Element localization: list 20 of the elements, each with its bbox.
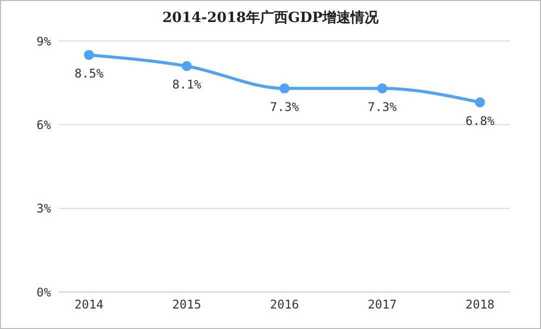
- point: [475, 97, 485, 108]
- data-label: 8.5%: [74, 66, 104, 80]
- y-tick-label: 9%: [36, 34, 52, 48]
- y-tick-label: 3%: [36, 202, 52, 216]
- data-label: 7.3%: [368, 100, 398, 114]
- point: [280, 83, 290, 94]
- x-tick-label: 2015: [172, 298, 202, 312]
- point: [84, 50, 94, 60]
- x-tick-label: 2017: [368, 298, 397, 312]
- chart-title: 2014-2018年广西GDP增速情况: [161, 9, 380, 27]
- x-tick-label: 2018: [466, 298, 494, 312]
- x-tick-label: 2016: [270, 298, 299, 312]
- y-tick-label: 0%: [36, 285, 52, 300]
- point: [377, 83, 388, 94]
- x-tick-label: 2014: [74, 298, 104, 312]
- data-label: 8.1%: [172, 78, 202, 92]
- data-label: 7.3%: [270, 100, 300, 114]
- data-label: 6.8%: [466, 114, 496, 128]
- point: [182, 61, 192, 72]
- y-tick-label: 6%: [36, 118, 52, 132]
